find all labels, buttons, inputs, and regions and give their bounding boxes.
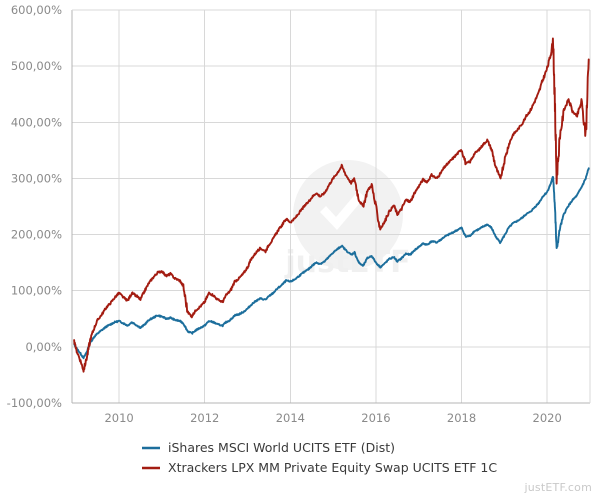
y-axis-tick-label: 100,00% xyxy=(11,284,62,298)
watermark-logo-text: justETF xyxy=(284,245,410,280)
y-axis-tick-label: 400,00% xyxy=(11,115,62,129)
x-axis-tick-label: 2020 xyxy=(533,411,562,425)
x-axis-tick-labels: 2010 2012 2014 2016 2018 2020 xyxy=(104,411,561,425)
x-axis-tick-label: 2018 xyxy=(447,411,476,425)
y-axis-tick-label: -100,00% xyxy=(7,396,62,410)
series-line-xtrackers-lpx-mm xyxy=(73,37,590,373)
axis-lines xyxy=(71,9,591,404)
x-axis-tick-label: 2012 xyxy=(190,411,219,425)
y-axis-tick-label: 300,00% xyxy=(11,171,62,185)
y-axis-tick-labels: 600,00% 500,00% 400,00% 300,00% 200,00% 100,0… xyxy=(7,3,62,410)
y-axis-tick-label: 500,00% xyxy=(11,59,62,73)
series-line-ishares-msci-world xyxy=(73,167,590,360)
x-axis-tick-label: 2010 xyxy=(104,411,133,425)
y-axis-tick-label: 600,00% xyxy=(11,3,62,17)
y-axis-tick-label: 0,00% xyxy=(25,340,62,354)
data-series-group xyxy=(73,37,590,373)
x-axis-tick-label: 2016 xyxy=(361,411,390,425)
y-axis-tick-label: 200,00% xyxy=(11,228,62,242)
x-axis-tick-label: 2014 xyxy=(276,411,305,425)
